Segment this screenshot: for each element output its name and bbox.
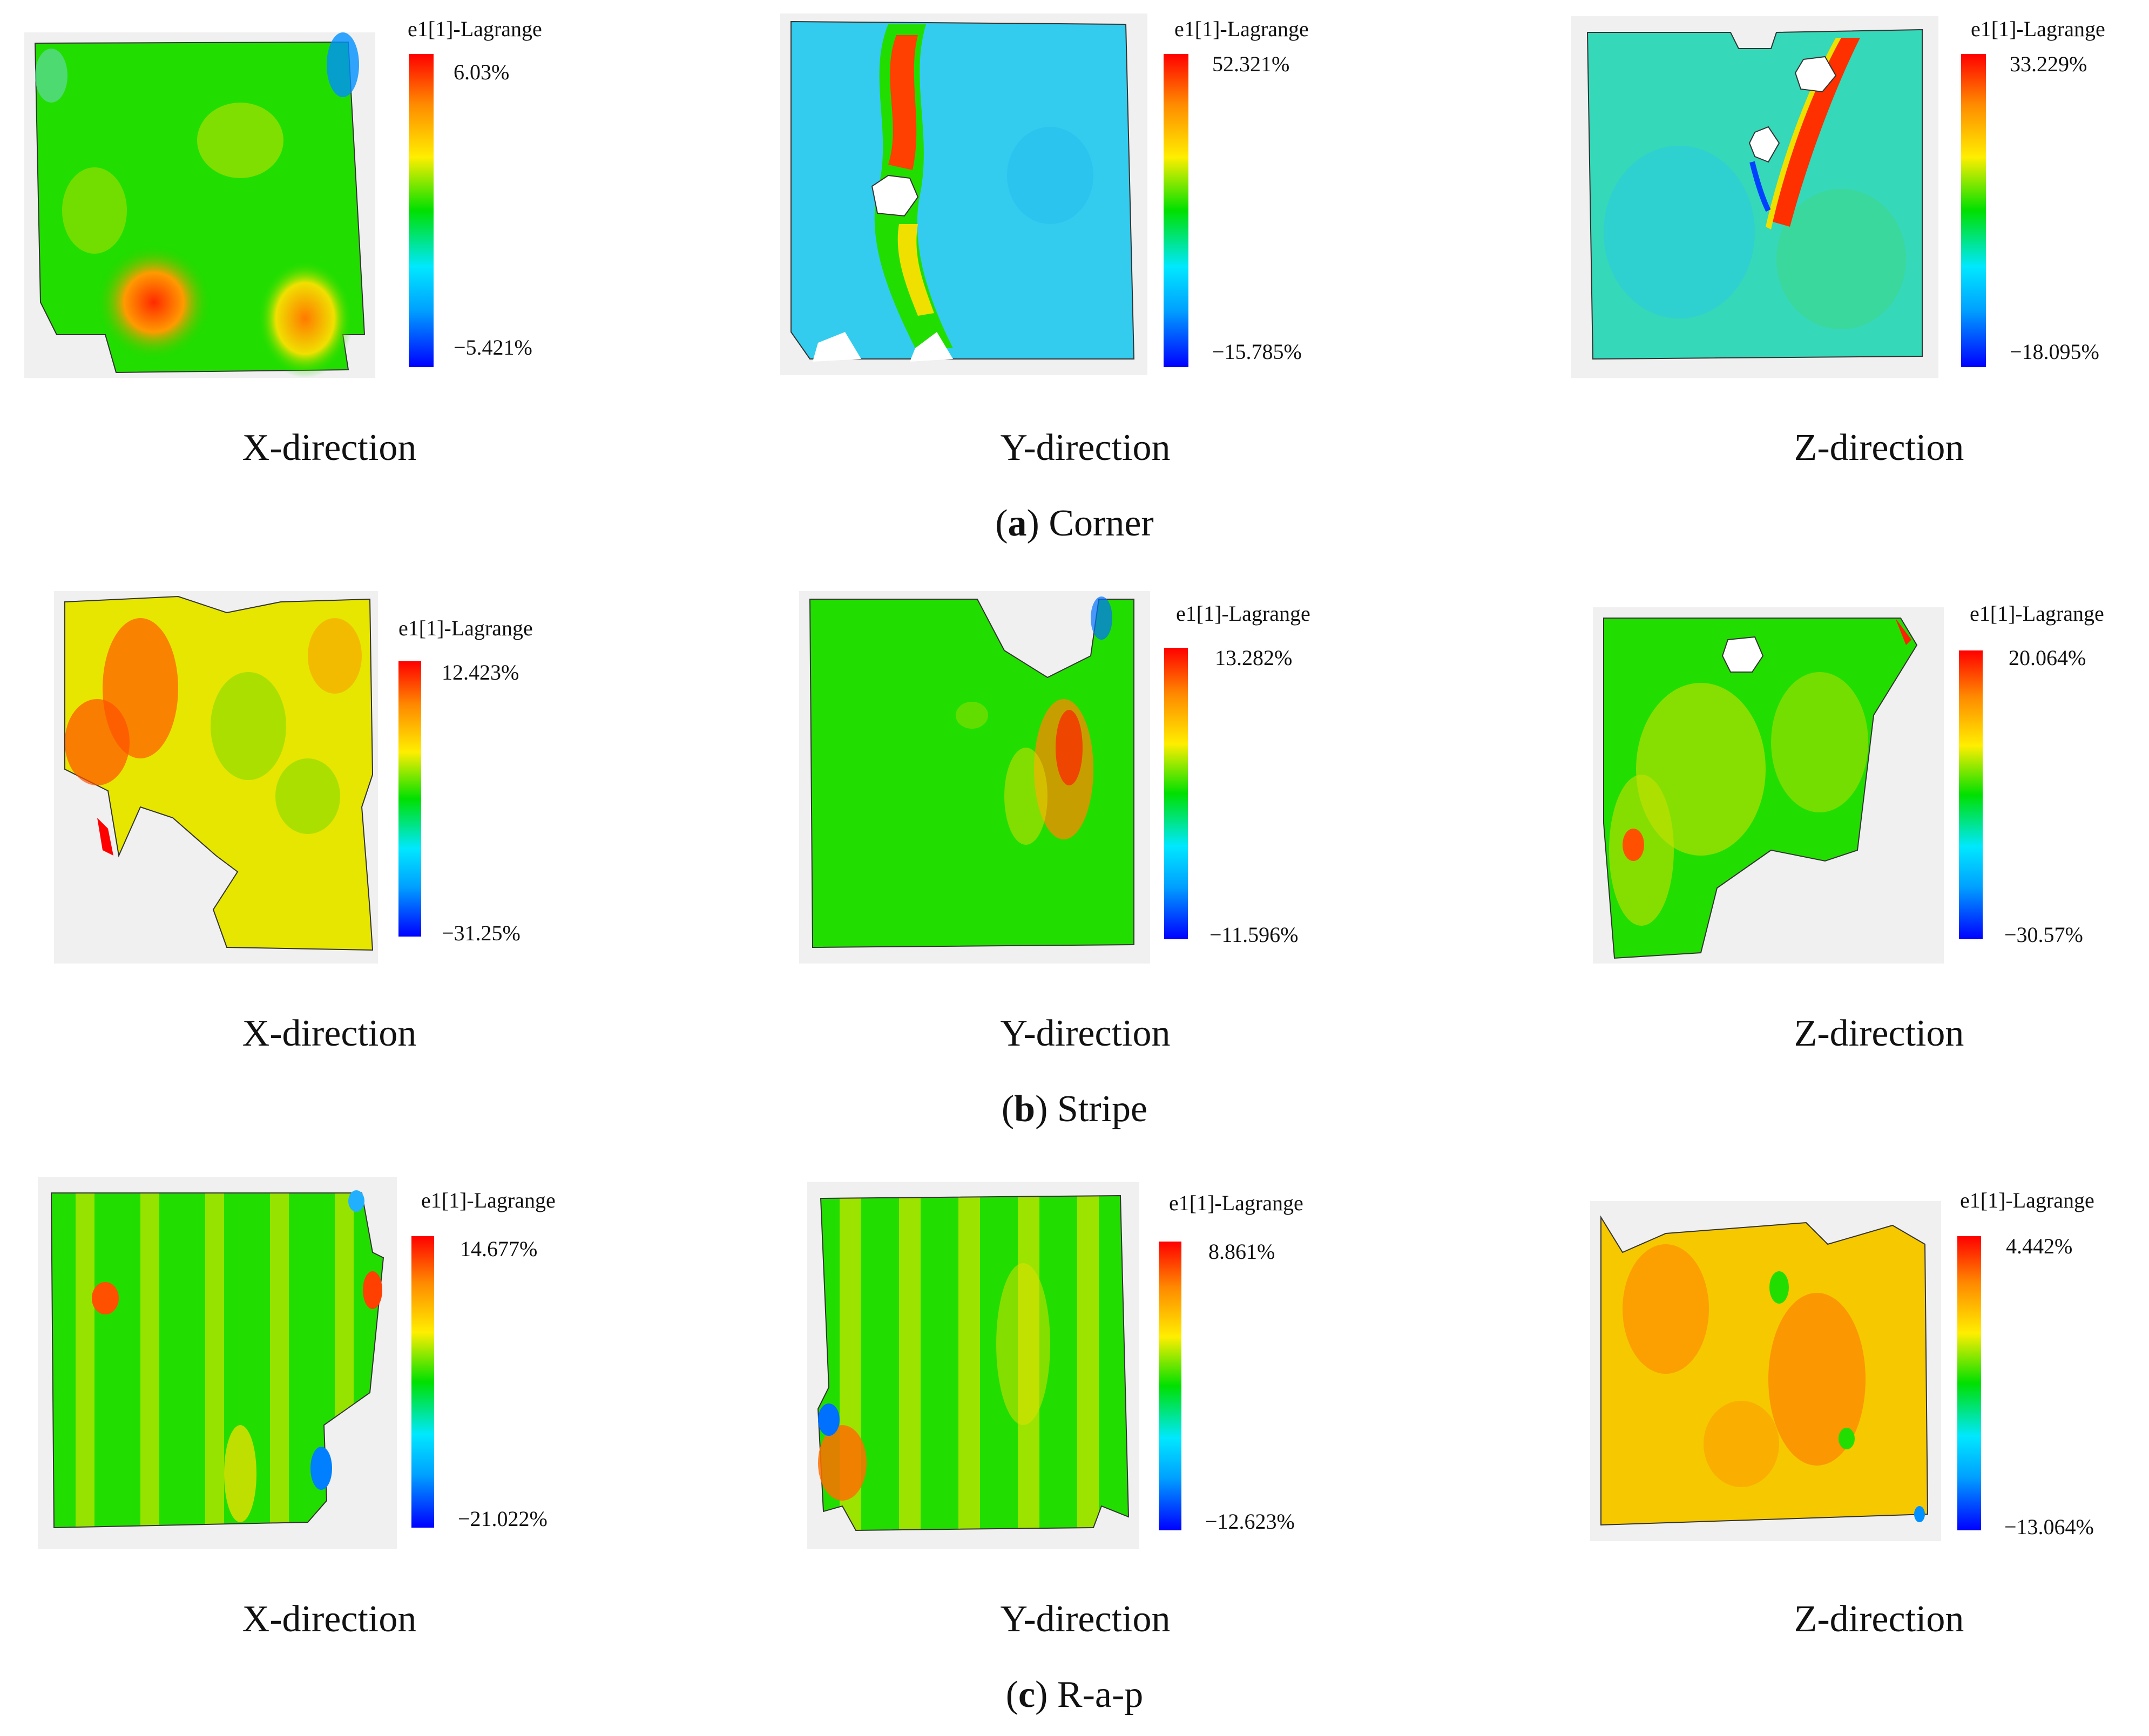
- row-letter: a: [1008, 503, 1027, 544]
- row-label: Corner: [1049, 503, 1154, 544]
- strain-map-corner-y: [780, 13, 1147, 375]
- strain-map-corner-z: [1571, 16, 1938, 378]
- legend-min-value: −13.064%: [2004, 1515, 2094, 1539]
- row-label: R-a-p: [1057, 1674, 1144, 1715]
- legend-min-value: −30.57%: [2004, 923, 2083, 947]
- legend-title: e1[1]-Lagrange: [1174, 17, 1309, 41]
- legend-max-value: 13.282%: [1215, 646, 1293, 670]
- row-letter: c: [1018, 1674, 1036, 1715]
- color-scale-bar: [1961, 54, 1986, 367]
- color-scale-bar: [1164, 54, 1188, 367]
- legend-max-value: 33.229%: [2010, 52, 2087, 76]
- direction-label: X-direction: [242, 1598, 417, 1640]
- strain-map-rap-y: [807, 1182, 1139, 1549]
- legend-max-value: 4.442%: [2006, 1234, 2073, 1258]
- legend-min-value: −18.095%: [2010, 340, 2099, 364]
- color-scale-bar: [1959, 650, 1983, 939]
- legend-title: e1[1]-Lagrange: [1169, 1191, 1303, 1215]
- direction-label: Y-direction: [1000, 427, 1171, 469]
- legend-title: e1[1]-Lagrange: [398, 616, 533, 640]
- color-scale-bar: [1159, 1242, 1181, 1530]
- direction-label: Z-direction: [1794, 1013, 1964, 1054]
- row-caption-c: (c) R-a-p: [1005, 1674, 1144, 1715]
- direction-label: Z-direction: [1794, 1598, 1964, 1640]
- legend-min-value: −12.623%: [1205, 1509, 1295, 1534]
- legend-min-value: −11.596%: [1209, 923, 1299, 947]
- legend-max-value: 14.677%: [460, 1237, 538, 1261]
- row-caption-b: (b) Stripe: [1001, 1088, 1148, 1130]
- row-label: Stripe: [1057, 1088, 1148, 1130]
- legend-max-value: 52.321%: [1212, 52, 1290, 76]
- color-scale-bar: [1957, 1236, 1981, 1530]
- legend-title: e1[1]-Lagrange: [1970, 601, 2104, 626]
- row-caption-a: (a) Corner: [995, 503, 1154, 544]
- strain-map-corner-x: [24, 32, 375, 378]
- legend-max-value: 20.064%: [2009, 646, 2086, 670]
- direction-label: Y-direction: [1000, 1013, 1171, 1054]
- row-letter: b: [1014, 1088, 1036, 1130]
- legend-title: e1[1]-Lagrange: [1176, 601, 1310, 626]
- strain-map-rap-x: [38, 1177, 397, 1549]
- direction-label: Y-direction: [1000, 1598, 1171, 1640]
- color-scale-bar: [409, 54, 434, 367]
- strain-map-rap-z: [1590, 1201, 1941, 1541]
- legend-max-value: 6.03%: [454, 60, 510, 84]
- legend-min-value: −31.25%: [442, 921, 521, 945]
- strain-map-stripe-y: [799, 591, 1150, 964]
- color-scale-bar: [1164, 648, 1188, 939]
- legend-max-value: 12.423%: [442, 660, 519, 684]
- strain-map-stripe-z: [1593, 607, 1944, 964]
- strain-map-stripe-x: [54, 591, 378, 964]
- legend-min-value: −21.022%: [458, 1507, 548, 1531]
- legend-min-value: −15.785%: [1212, 340, 1302, 364]
- direction-label: Z-direction: [1794, 427, 1964, 469]
- legend-title: e1[1]-Lagrange: [408, 17, 542, 41]
- legend-title: e1[1]-Lagrange: [1960, 1188, 2094, 1212]
- color-scale-bar: [411, 1236, 434, 1528]
- legend-min-value: −5.421%: [454, 335, 532, 360]
- legend-max-value: 8.861%: [1208, 1239, 1275, 1264]
- direction-label: X-direction: [242, 427, 417, 469]
- legend-title: e1[1]-Lagrange: [421, 1188, 556, 1212]
- legend-title: e1[1]-Lagrange: [1971, 17, 2105, 41]
- color-scale-bar: [398, 661, 421, 937]
- direction-label: X-direction: [242, 1013, 417, 1054]
